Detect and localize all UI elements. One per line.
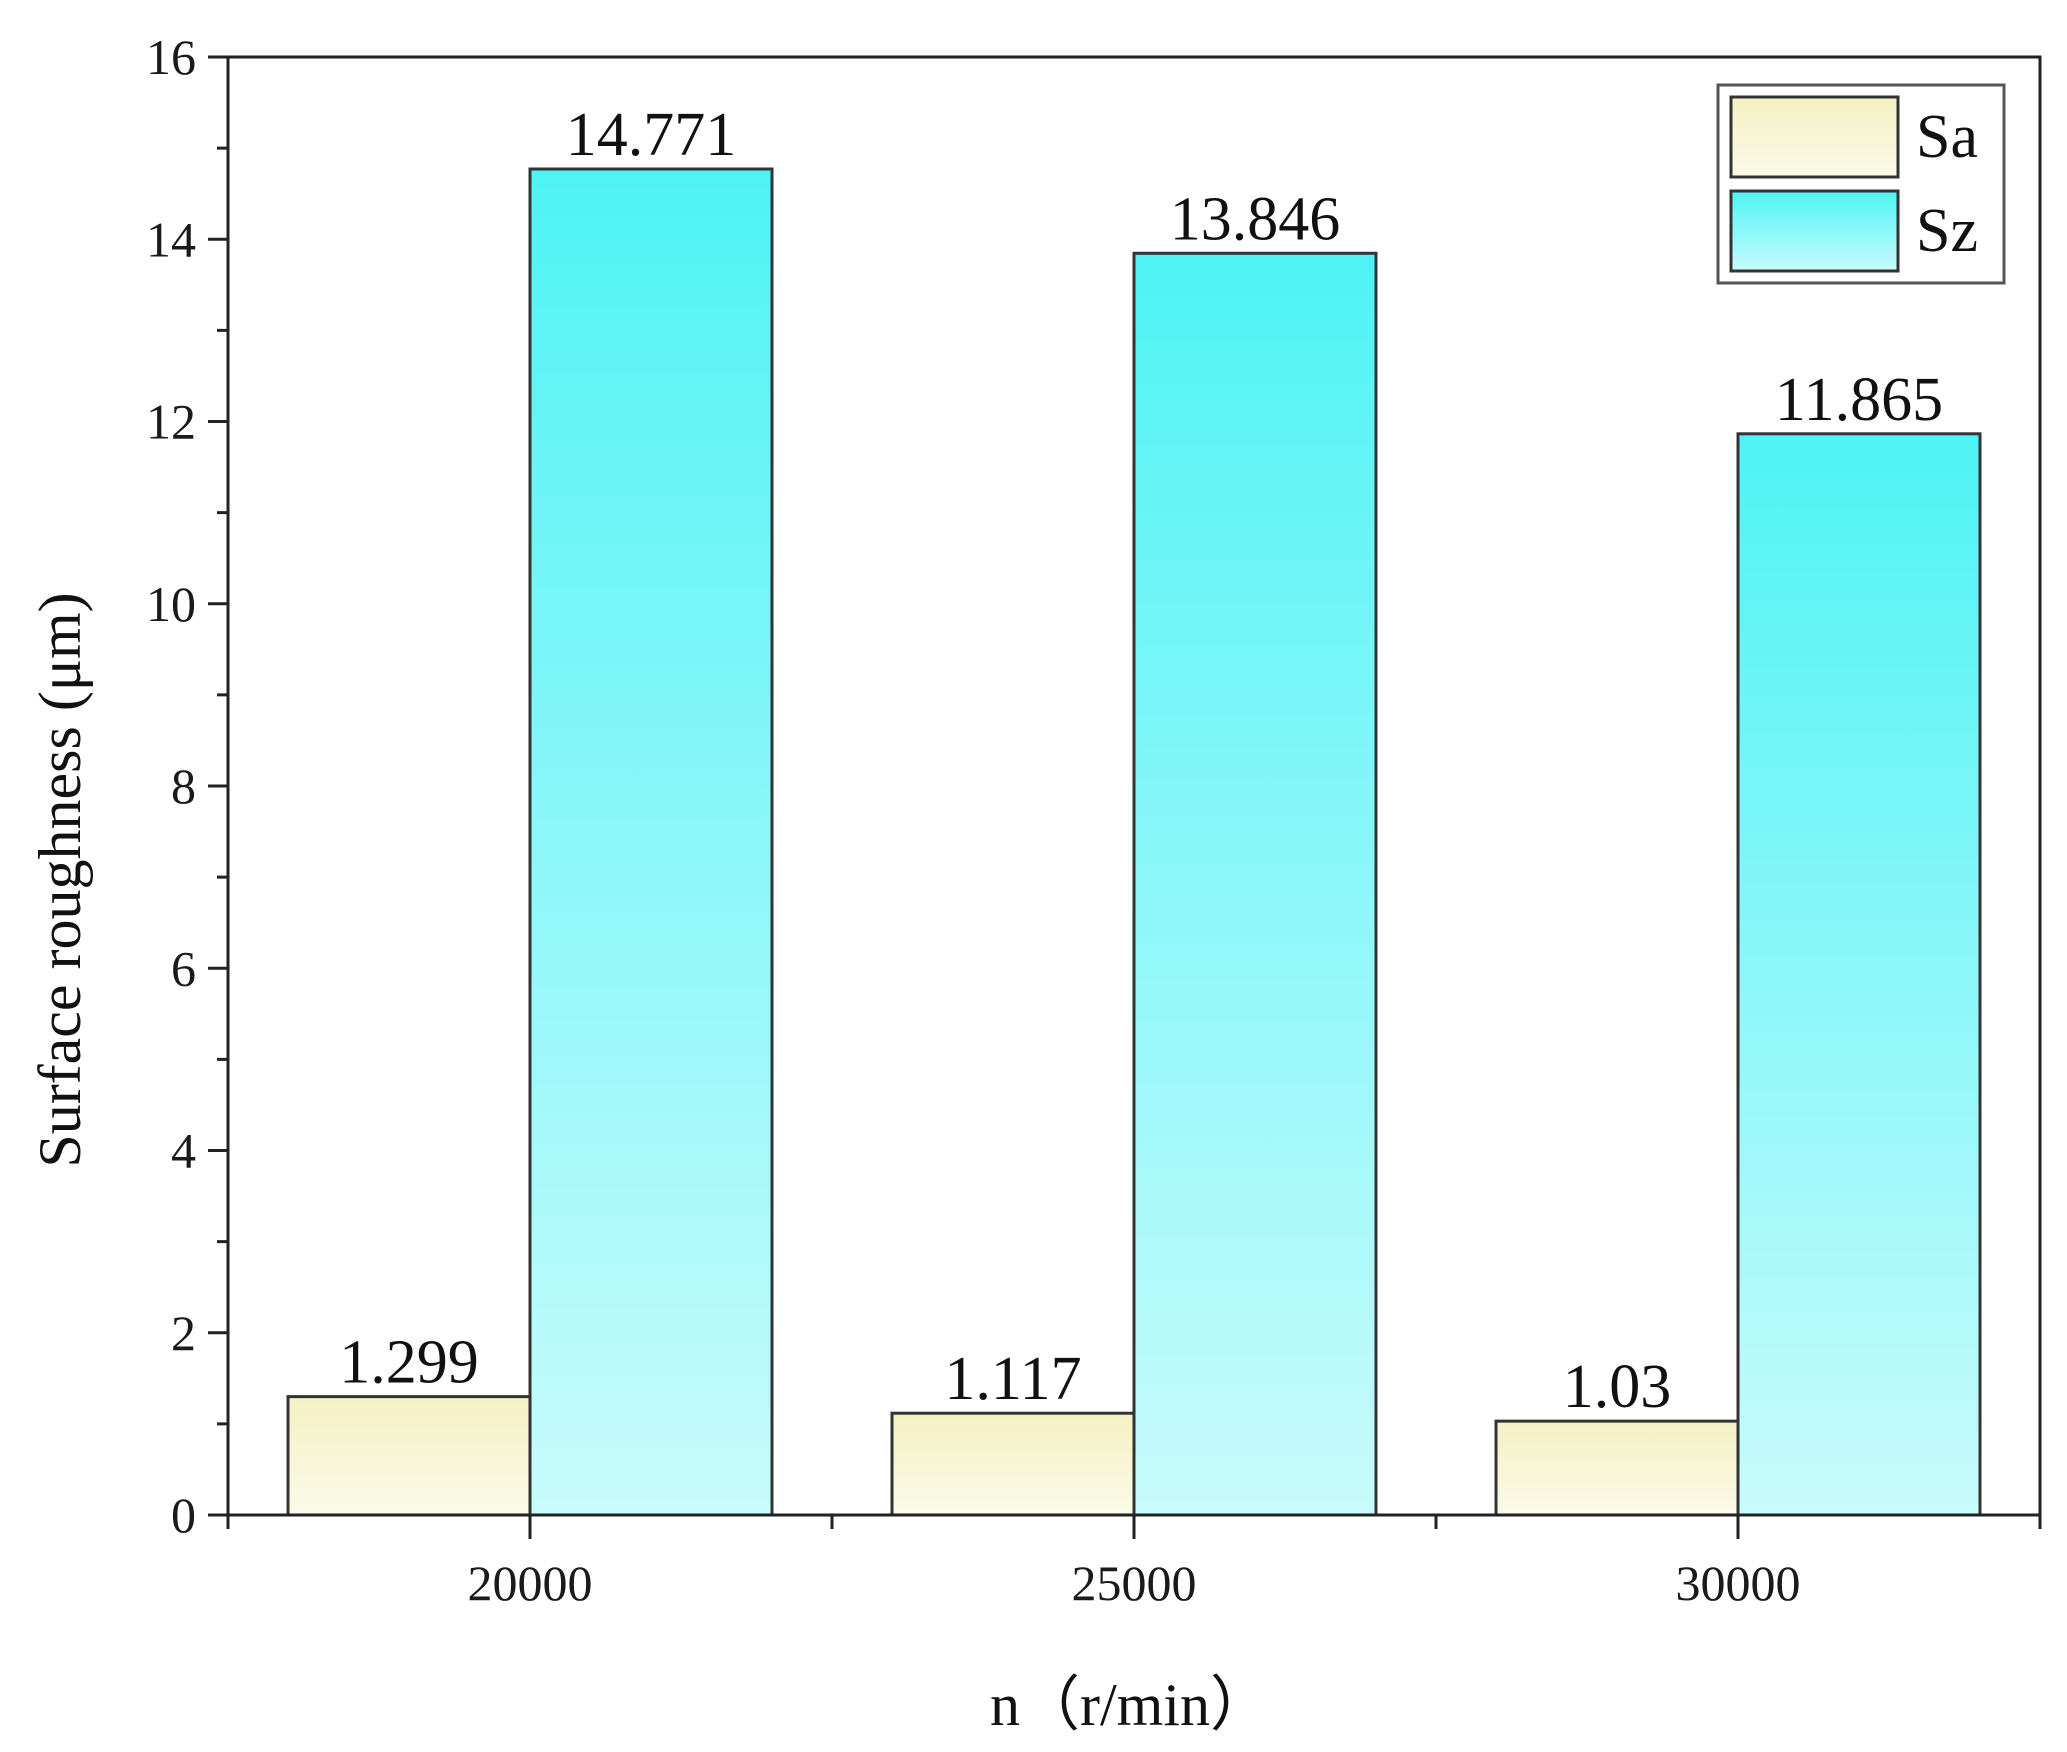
data-label-sa-25000: 1.117	[944, 1345, 1081, 1413]
bar-sa-25000	[890, 1411, 1136, 1517]
legend-swatch-sz	[1729, 189, 1900, 273]
y-tick-label: 0	[171, 1487, 196, 1543]
y-tick-label: 4	[171, 1123, 196, 1179]
legend: Sa Sz	[1716, 83, 2006, 285]
data-label-sz-20000: 14.771	[566, 101, 737, 169]
y-tick-label: 14	[146, 211, 196, 267]
bar-sa-20000	[286, 1395, 532, 1517]
x-axis-title: n（r/min）	[990, 1672, 1270, 1738]
labels-layer: 1.299 14.771 1.117 13.846 1.03 11.865	[339, 101, 1943, 1421]
data-label-sz-30000: 11.865	[1775, 366, 1943, 434]
bar-sa-30000	[1494, 1419, 1740, 1517]
y-axis-title: Surface roughness (μm)	[27, 592, 93, 1167]
x-tick-label: 25000	[1072, 1555, 1197, 1611]
legend-label-sz: Sz	[1916, 197, 1978, 265]
axes-layer: 0 2 4 6 8 10 12 14 16 20000 25000 30000	[146, 29, 2042, 1611]
data-label-sa-30000: 1.03	[1563, 1353, 1672, 1421]
x-tick-label: 30000	[1676, 1555, 1801, 1611]
y-tick-label: 16	[146, 29, 196, 85]
y-tick-label: 10	[146, 576, 196, 632]
bar-sz-25000	[1132, 251, 1378, 1517]
data-label-sz-25000: 13.846	[1170, 185, 1341, 253]
bar-sz-30000	[1736, 432, 1982, 1517]
legend-label-sa: Sa	[1916, 103, 1978, 171]
y-tick-label: 12	[146, 394, 196, 450]
data-label-sa-20000: 1.299	[339, 1329, 479, 1397]
bar-sz-20000	[528, 167, 774, 1517]
y-tick-label: 6	[171, 940, 196, 996]
x-tick-label: 20000	[468, 1555, 593, 1611]
legend-swatch-sa	[1729, 95, 1900, 179]
y-tick-label: 2	[171, 1305, 196, 1361]
y-tick-label: 8	[171, 758, 196, 814]
bars-layer	[286, 167, 1982, 1517]
